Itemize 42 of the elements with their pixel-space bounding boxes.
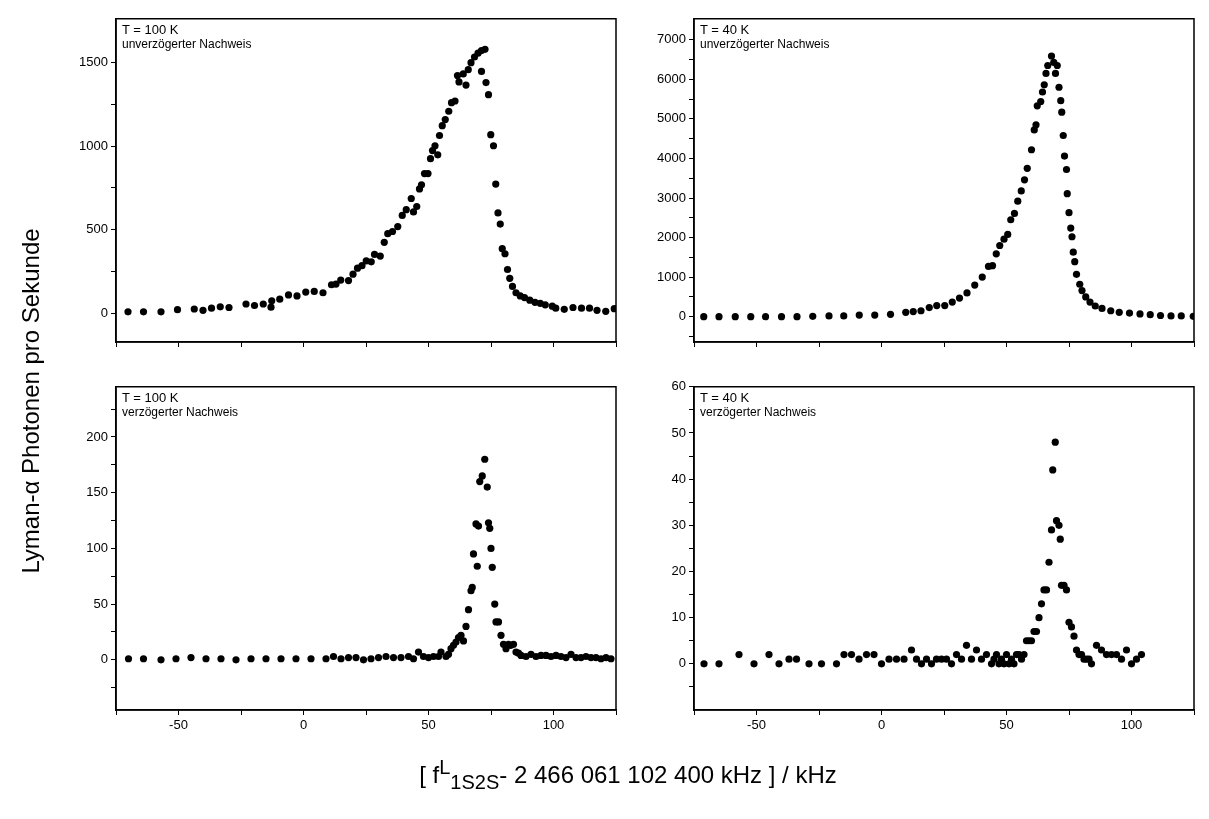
y-tick-label: 1500 bbox=[79, 53, 108, 69]
annotation: T = 40 K bbox=[700, 21, 750, 37]
annotation: verzögerter Nachweis bbox=[700, 405, 817, 420]
y-tick-label: 2000 bbox=[657, 229, 686, 245]
y-tick-label: 0 bbox=[678, 655, 686, 671]
y-tick-label: 200 bbox=[86, 428, 108, 444]
x-axis-title: [ f$^{L}$$_{1S2S}$- 2 466 061 102 400 kHz ] / kHz bbox=[418, 756, 838, 794]
y-tick-label: 60 bbox=[671, 378, 686, 394]
y-tick-label: 5000 bbox=[657, 110, 686, 126]
y-tick-label: 7000 bbox=[657, 31, 686, 47]
x-tick-label: -50 bbox=[169, 717, 188, 733]
x-tick-label: 100 bbox=[542, 717, 565, 733]
annotation: unverzögerter Nachweis bbox=[700, 37, 830, 52]
y-tick-label: 0 bbox=[100, 305, 108, 321]
y-tick-label: 150 bbox=[86, 484, 108, 500]
annotation: verzögerter Nachweis bbox=[122, 405, 239, 420]
y-tick-label: 0 bbox=[678, 308, 686, 324]
x-tick-label: 0 bbox=[877, 717, 886, 733]
annotation: unverzögerter Nachweis bbox=[122, 37, 252, 52]
y-tick-label: 10 bbox=[671, 609, 686, 625]
y-tick-label: 100 bbox=[86, 539, 108, 555]
y-tick-label: 50 bbox=[93, 595, 108, 611]
y-tick-label: 4000 bbox=[657, 150, 686, 166]
y-axis-title: Lyman-α Photonen pro Sekunde bbox=[17, 228, 45, 574]
y-tick-label: 1000 bbox=[657, 268, 686, 284]
y-tick-label: 1000 bbox=[79, 137, 108, 153]
x-tick-label: -50 bbox=[747, 717, 766, 733]
y-tick-label: 30 bbox=[671, 516, 686, 532]
y-tick-label: 500 bbox=[86, 221, 108, 237]
x-tick-label: 50 bbox=[421, 717, 436, 733]
x-tick-label: 0 bbox=[299, 717, 308, 733]
y-tick-label: 6000 bbox=[657, 70, 686, 86]
y-tick-label: 3000 bbox=[657, 189, 686, 205]
x-tick-label: 50 bbox=[999, 717, 1014, 733]
y-tick-label: 40 bbox=[671, 470, 686, 486]
annotation: T = 100 K bbox=[122, 389, 179, 405]
y-tick-label: 0 bbox=[100, 651, 108, 667]
annotation: T = 40 K bbox=[700, 389, 750, 405]
annotation: T = 100 K bbox=[122, 21, 179, 37]
x-tick-label: 100 bbox=[1120, 717, 1143, 733]
y-tick-label: 20 bbox=[671, 563, 686, 579]
y-tick-label: 50 bbox=[671, 424, 686, 440]
